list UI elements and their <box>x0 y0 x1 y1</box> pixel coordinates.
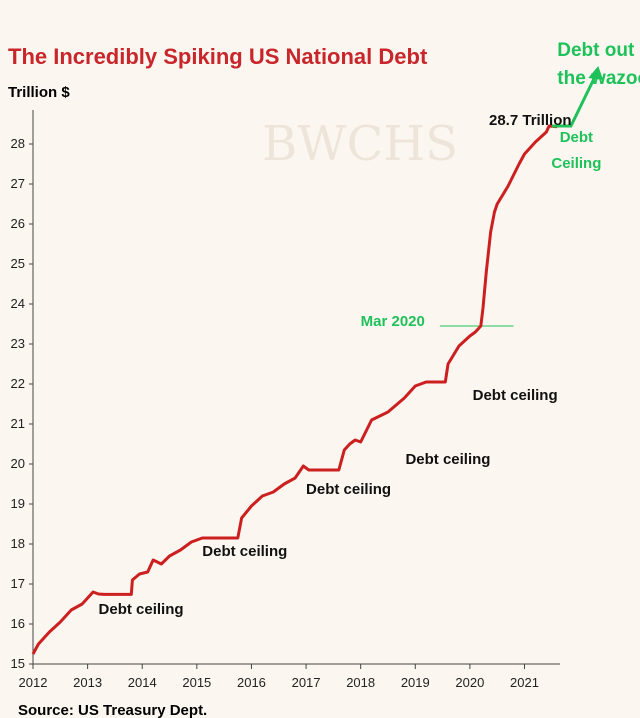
y-tick-label: 26 <box>11 216 25 231</box>
x-tick-label: 2018 <box>346 675 375 690</box>
watermark-text: BWCHS <box>262 116 458 172</box>
y-tick-label: 18 <box>11 536 25 551</box>
y-tick-label: 24 <box>11 296 25 311</box>
annotation-label: Debt out <box>557 40 635 61</box>
arrow-head <box>588 66 604 80</box>
y-tick-label: 25 <box>11 256 25 271</box>
y-tick-label: 21 <box>11 416 25 431</box>
annotation-label: Debt ceiling <box>473 387 558 404</box>
x-tick-label: 2016 <box>237 675 266 690</box>
x-tick-label: 2020 <box>455 675 484 690</box>
annotation-label: the wazoo <box>557 68 640 89</box>
annotation-label: Debt ceiling <box>306 481 391 498</box>
y-tick-label: 28 <box>11 136 25 151</box>
y-tick-label: 23 <box>11 336 25 351</box>
x-tick-label: 2021 <box>510 675 539 690</box>
y-tick-label: 20 <box>11 456 25 471</box>
annotation-label: Debt ceiling <box>202 543 287 560</box>
x-tick-label: 2019 <box>401 675 430 690</box>
annotation-label: 28.7 Trillion <box>489 112 572 129</box>
y-tick-label: 27 <box>11 176 25 191</box>
x-tick-label: 2014 <box>128 675 157 690</box>
debt-series-line <box>31 124 558 655</box>
x-tick-label: 2017 <box>292 675 321 690</box>
x-tick-label: 2015 <box>182 675 211 690</box>
annotation-label: Debt ceiling <box>405 451 490 468</box>
series-group <box>31 66 604 655</box>
y-tick-label: 17 <box>11 576 25 591</box>
annotation-label: Debt <box>560 129 593 146</box>
y-axis-unit: Trillion $ <box>8 84 70 101</box>
x-tick-label: 2013 <box>73 675 102 690</box>
annotation-label: Debt ceiling <box>99 601 184 618</box>
x-tick-label: 2012 <box>19 675 48 690</box>
y-tick-label: 16 <box>11 616 25 631</box>
y-tick-label: 15 <box>11 656 25 671</box>
arrow-shaft <box>551 69 600 128</box>
annotation-label: Mar 2020 <box>361 313 425 330</box>
y-tick-label: 19 <box>11 496 25 511</box>
y-tick-label: 22 <box>11 376 25 391</box>
annotation-label: Ceiling <box>551 155 601 172</box>
chart-title: The Incredibly Spiking US National Debt <box>8 44 428 69</box>
source-note: Source: US Treasury Dept. <box>18 702 207 718</box>
